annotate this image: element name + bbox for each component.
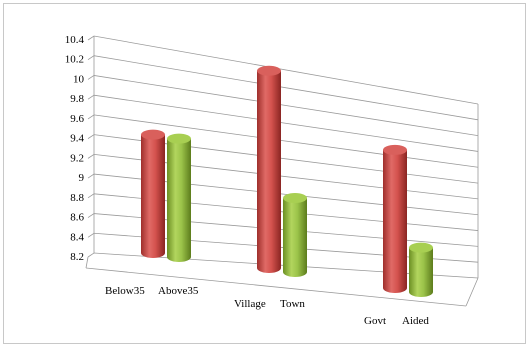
category-label: Town bbox=[280, 298, 305, 310]
bar-red bbox=[383, 144, 407, 293]
y-tick-label: 9.6 bbox=[70, 113, 84, 125]
y-tick-label: 8.6 bbox=[70, 212, 84, 224]
category-label: Govt bbox=[364, 315, 386, 327]
axis-line bbox=[465, 277, 479, 307]
y-tick-label: 10.2 bbox=[65, 54, 84, 66]
bar-red bbox=[141, 129, 165, 258]
y-tick-label: 10 bbox=[73, 73, 85, 85]
category-label: Aided bbox=[402, 315, 429, 327]
gridlines bbox=[85, 35, 479, 307]
category-label: Above35 bbox=[158, 285, 199, 297]
y-axis-tick-labels: 10.4 10.2 10 9.8 9.6 9.4 9.2 9 8.8 8.6 8.4 8.2 bbox=[65, 34, 85, 263]
gridline bbox=[87, 35, 479, 105]
y-tick-label: 9.4 bbox=[70, 133, 84, 145]
y-tick-label: 10.4 bbox=[65, 34, 85, 46]
bar-red bbox=[257, 65, 281, 274]
y-tick-label: 9.2 bbox=[70, 152, 84, 164]
bar-green bbox=[409, 242, 433, 297]
bar-green bbox=[167, 133, 191, 262]
bar-green bbox=[283, 193, 307, 277]
category-label: Village bbox=[234, 298, 266, 310]
y-tick-label: 9 bbox=[79, 172, 85, 184]
x-axis-category-labels: Below35 Above35 Village Town Govt Aided bbox=[105, 285, 429, 327]
y-tick-label: 8.4 bbox=[70, 231, 84, 243]
category-label: Below35 bbox=[105, 285, 145, 297]
gridline bbox=[87, 75, 479, 137]
y-tick-label: 8.8 bbox=[70, 192, 84, 204]
gridline bbox=[87, 55, 479, 121]
axis-line bbox=[85, 267, 467, 307]
y-tick-label: 9.8 bbox=[70, 93, 84, 105]
bars bbox=[141, 65, 433, 297]
y-tick-label: 8.2 bbox=[70, 251, 84, 263]
axis-line bbox=[85, 256, 89, 269]
